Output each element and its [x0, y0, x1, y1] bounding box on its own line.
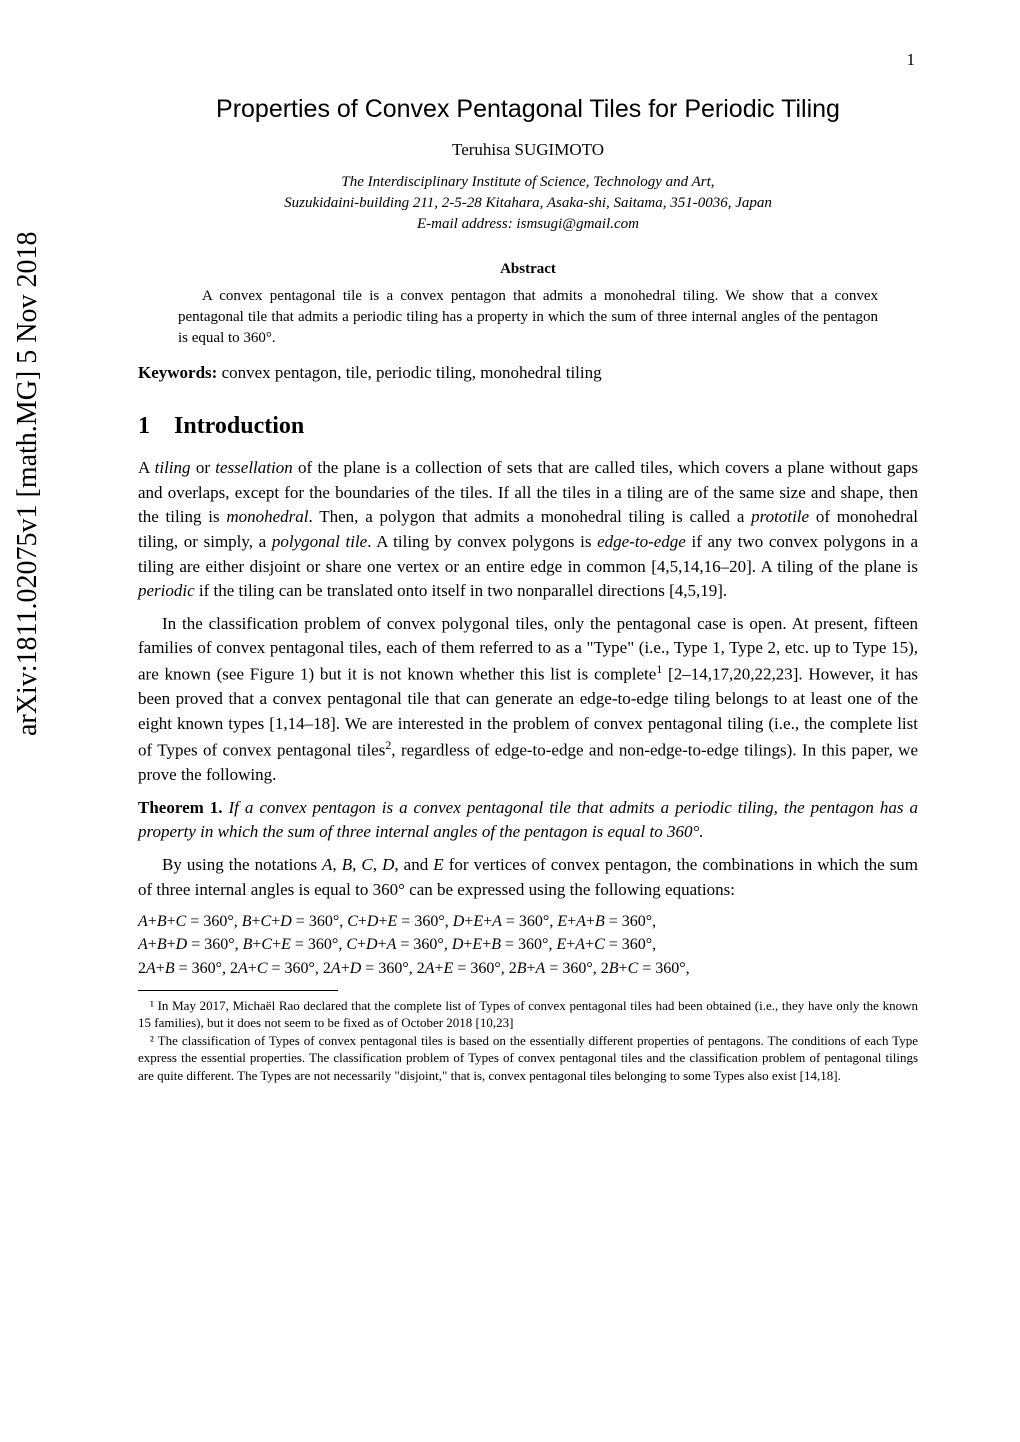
equation-block: A+B+C = 360°, B+C+D = 360°, C+D+E = 360°…: [138, 910, 918, 980]
abstract-body: A convex pentagonal tile is a convex pen…: [178, 286, 878, 349]
body-paragraph: A tiling or tessellation of the plane is…: [138, 456, 918, 604]
section-title: Introduction: [174, 413, 304, 439]
theorem-label: Theorem 1.: [138, 798, 223, 817]
footnote-separator: [138, 990, 338, 991]
footnote: ² The classification of Types of convex …: [138, 1032, 918, 1085]
arxiv-stamp: arXiv:1811.02075v1 [math.MG] 5 Nov 2018: [12, 232, 44, 736]
footnote: ¹ In May 2017, Michaël Rao declared that…: [138, 997, 918, 1032]
keywords-label: Keywords:: [138, 363, 217, 382]
section-number: 1: [138, 413, 150, 440]
keywords-line: Keywords: convex pentagon, tile, periodi…: [138, 363, 918, 383]
body-paragraph: In the classification problem of convex …: [138, 612, 918, 788]
equation-line: A+B+D = 360°, B+C+E = 360°, C+D+A = 360°…: [138, 933, 918, 956]
author-name: Teruhisa SUGIMOTO: [138, 140, 918, 160]
page-number: 1: [907, 50, 916, 70]
affiliation-line: The Interdisciplinary Institute of Scien…: [138, 172, 918, 193]
affiliation-block: The Interdisciplinary Institute of Scien…: [138, 172, 918, 235]
paper-content: Properties of Convex Pentagonal Tiles fo…: [138, 95, 918, 1085]
section-heading: 1 Introduction: [138, 413, 918, 440]
equation-line: 2A+B = 360°, 2A+C = 360°, 2A+D = 360°, 2…: [138, 957, 918, 980]
abstract-heading: Abstract: [138, 261, 918, 278]
theorem-block: Theorem 1. If a convex pentagon is a con…: [138, 796, 918, 845]
affiliation-line: Suzukidaini-building 211, 2-5-28 Kitahar…: [138, 193, 918, 214]
body-paragraph: By using the notations A, B, C, D, and E…: [138, 853, 918, 902]
affiliation-email: E-mail address: ismsugi@gmail.com: [138, 214, 918, 235]
equation-line: A+B+C = 360°, B+C+D = 360°, C+D+E = 360°…: [138, 910, 918, 933]
paper-title: Properties of Convex Pentagonal Tiles fo…: [138, 95, 918, 124]
theorem-body: If a convex pentagon is a convex pentago…: [138, 798, 918, 842]
keywords-text: convex pentagon, tile, periodic tiling, …: [217, 363, 601, 382]
